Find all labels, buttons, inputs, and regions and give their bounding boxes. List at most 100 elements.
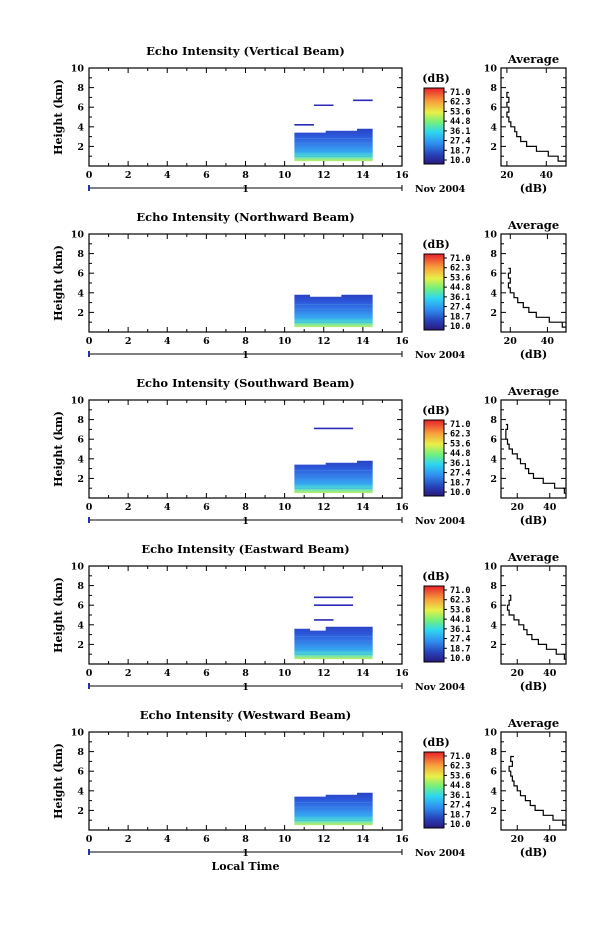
colorbar-label: 71.0: [450, 88, 470, 98]
colorbar-label: 44.8: [450, 117, 470, 127]
x-tick-label: 12: [317, 170, 330, 181]
echo-data-block: [294, 792, 373, 826]
y-axis-label: Height (km): [52, 577, 65, 653]
x-tick-label: 14: [356, 170, 370, 181]
x-tick-label: 6: [203, 170, 210, 181]
avg-y-tick-label: 6: [490, 269, 497, 280]
x-tick-label: 12: [317, 834, 330, 845]
chart-title: Echo Intensity (Vertical Beam): [146, 44, 345, 58]
colorbar-label: 71.0: [450, 254, 470, 264]
panel-4: Echo Intensity (Westward Beam)0 2 4 6 8 10 12 1…: [52, 708, 567, 873]
avg-y-tick-label: 2: [490, 142, 497, 153]
x-tick-label: 0: [86, 502, 93, 513]
date-label: Nov 2004: [415, 682, 466, 693]
avg-y-tick-label: 2: [490, 640, 497, 651]
avg-y-tick-label: 6: [490, 601, 497, 612]
echo-data-block: [294, 294, 373, 328]
colorbar-label: 18.7: [450, 146, 470, 156]
avg-x-tick-label: 40: [541, 336, 555, 347]
colorbar-label: 18.7: [450, 810, 470, 820]
y-tick-label: 2: [77, 308, 84, 319]
date-label: Nov 2004: [415, 516, 466, 527]
y-tick-label: 6: [77, 103, 84, 114]
x-tick-label: 8: [242, 170, 249, 181]
colorbar-unit-label: (dB): [422, 736, 449, 749]
average-profile-line: [506, 91, 566, 162]
colorbar-label: 53.6: [450, 107, 470, 117]
x-tick-label: 4: [164, 502, 171, 513]
average-x-label: (dB): [520, 182, 547, 195]
avg-x-tick-label: 20: [500, 170, 514, 181]
x-tick-label: 10: [278, 668, 292, 679]
y-tick-label: 2: [77, 640, 84, 651]
colorbar-label: 62.3: [450, 98, 470, 108]
colorbar-label: 10.0: [450, 654, 470, 664]
average-title: Average: [507, 218, 559, 232]
colorbar-label: 53.6: [450, 605, 470, 615]
colorbar-label: 44.8: [450, 781, 470, 791]
day-marker-label: 1: [242, 682, 249, 693]
y-tick-label: 6: [77, 435, 84, 446]
x-tick-label: 2: [125, 502, 132, 513]
avg-y-tick-label: 4: [490, 454, 497, 465]
x-tick-label: 4: [164, 336, 171, 347]
chart-title: Echo Intensity (Westward Beam): [140, 708, 351, 722]
day-marker-label: 1: [242, 516, 249, 527]
avg-x-tick-label: 40: [543, 502, 557, 513]
x-tick-label: 8: [242, 336, 249, 347]
chart-title: Echo Intensity (Eastward Beam): [141, 542, 349, 556]
colorbar-label: 27.4: [450, 801, 470, 811]
y-tick-label: 4: [77, 786, 84, 797]
colorbar: [423, 419, 445, 497]
average-profile-line: [507, 267, 566, 328]
avg-y-tick-label: 6: [490, 767, 497, 778]
avg-x-tick-label: 20: [511, 502, 525, 513]
colorbar-label: 10.0: [450, 156, 470, 166]
colorbar-label: 10.0: [450, 488, 470, 498]
date-label: Nov 2004: [415, 848, 466, 859]
x-tick-label: 16: [395, 668, 409, 679]
y-tick-label: 4: [77, 454, 84, 465]
colorbar-label: 18.7: [450, 312, 470, 322]
x-tick-label: 12: [317, 502, 330, 513]
avg-y-tick-label: 6: [490, 435, 497, 446]
y-tick-label: 4: [77, 122, 84, 133]
avg-y-tick-label: 8: [490, 581, 497, 592]
y-tick-label: 2: [77, 142, 84, 153]
y-tick-label: 6: [77, 601, 84, 612]
y-axis-label: Height (km): [52, 743, 65, 819]
x-tick-label: 4: [164, 170, 171, 181]
x-tick-label: 0: [86, 336, 93, 347]
y-tick-label: 8: [77, 249, 84, 260]
y-tick-label: 2: [77, 474, 84, 485]
avg-y-tick-label: 10: [484, 562, 498, 573]
y-tick-label: 8: [77, 83, 84, 94]
y-tick-label: 8: [77, 415, 84, 426]
colorbar-label: 18.7: [450, 478, 470, 488]
colorbar-label: 27.4: [450, 635, 470, 645]
x-tick-label: 16: [395, 502, 409, 513]
colorbar: [423, 253, 445, 331]
day-marker-label: 1: [242, 350, 249, 361]
colorbar-label: 62.3: [450, 596, 470, 606]
avg-y-tick-label: 4: [490, 288, 497, 299]
day-marker-label: 1: [242, 184, 249, 195]
avg-y-tick-label: 2: [490, 806, 497, 817]
date-label: Nov 2004: [415, 350, 466, 361]
avg-y-tick-label: 2: [490, 308, 497, 319]
avg-x-tick-label: 20: [511, 834, 525, 845]
colorbar-label: 44.8: [450, 283, 470, 293]
date-label: Nov 2004: [415, 184, 466, 195]
avg-y-tick-label: 2: [490, 474, 497, 485]
echo-data-block: [294, 128, 373, 162]
avg-y-tick-label: 4: [490, 620, 497, 631]
avg-y-tick-label: 8: [490, 249, 497, 260]
x-tick-label: 12: [317, 668, 330, 679]
y-axis-label: Height (km): [52, 411, 65, 487]
x-tick-label: 2: [125, 834, 132, 845]
x-tick-label: 8: [242, 668, 249, 679]
colorbar-unit-label: (dB): [422, 72, 449, 85]
panel-3: Echo Intensity (Eastward Beam)0 2 4 6 8 10 12 1…: [52, 542, 567, 693]
colorbar-label: 10.0: [450, 820, 470, 830]
